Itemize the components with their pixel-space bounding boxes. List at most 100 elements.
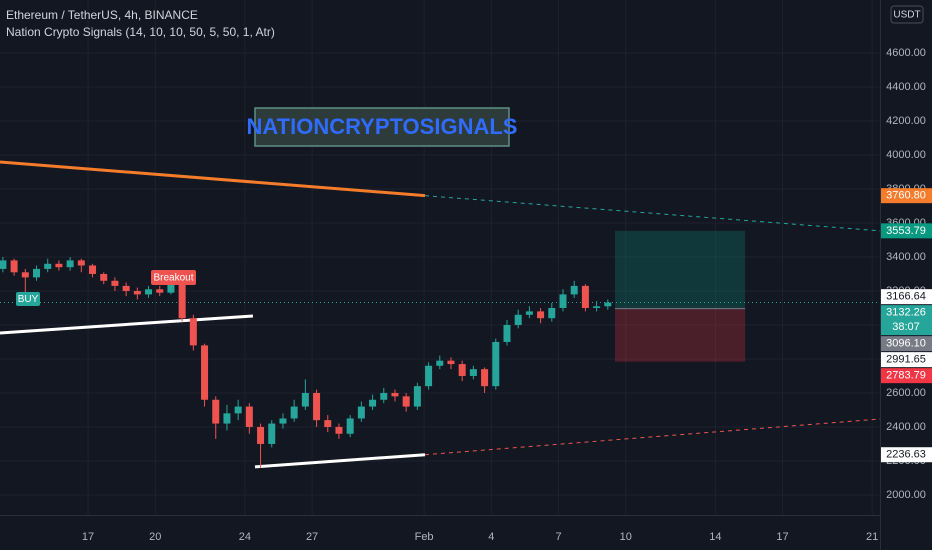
- price-label-box: [881, 188, 932, 204]
- loss-zone: [614, 308, 746, 362]
- candle-body: [537, 311, 545, 319]
- candle-body: [10, 260, 18, 273]
- candle-body: [604, 302, 612, 307]
- y-tick-label: 4000.00: [886, 149, 926, 161]
- candle-body: [290, 406, 298, 419]
- candle-body: [77, 260, 85, 266]
- candle-body: [156, 289, 164, 293]
- price-label: 2783.79: [886, 370, 926, 382]
- candle-body: [548, 307, 556, 319]
- candle-body: [581, 285, 589, 308]
- candle-body: [313, 392, 321, 421]
- currency-box[interactable]: [890, 5, 924, 24]
- candle-body: [245, 406, 253, 427]
- candle-body: [178, 284, 186, 319]
- x-tick-label: 27: [306, 531, 318, 543]
- candle-body: [525, 311, 533, 315]
- price-label-box: [881, 352, 932, 368]
- price-label: 3096.10: [886, 338, 926, 350]
- candle-body: [167, 284, 175, 293]
- x-tick-label: 17: [776, 531, 788, 543]
- price-label-box: [881, 305, 932, 336]
- x-tick-label: Feb: [415, 531, 434, 543]
- candle-body: [145, 289, 153, 295]
- price-label-box: [881, 368, 932, 384]
- y-tick-label: 2600.00: [886, 387, 926, 399]
- candle-body: [559, 294, 567, 308]
- candle-body: [44, 263, 52, 269]
- candle-body: [447, 360, 455, 365]
- candle-body: [189, 318, 197, 346]
- candle-body: [425, 365, 433, 387]
- candle-body: [133, 290, 141, 295]
- candle-body: [380, 392, 388, 400]
- price-label-box: [881, 289, 932, 305]
- price-label: 2236.63: [886, 449, 926, 461]
- candle-body: [268, 423, 276, 444]
- price-label-box: [881, 447, 932, 463]
- candle-body: [514, 314, 522, 325]
- candle-body: [481, 369, 489, 387]
- candle-body: [111, 280, 119, 286]
- currency[interactable]: USDT: [893, 10, 920, 21]
- trend-line: [0, 160, 426, 198]
- candle-body: [357, 406, 365, 419]
- trend-line: [254, 453, 426, 469]
- candle-body: [212, 399, 220, 424]
- price-label: 3553.79: [886, 225, 926, 237]
- candle-body: [335, 426, 343, 434]
- candle-body: [0, 260, 7, 269]
- y-tick-label: 4400.00: [886, 81, 926, 93]
- x-tick-label: 14: [709, 531, 721, 543]
- price-label: 3132.26: [886, 307, 926, 319]
- candle-body: [402, 396, 410, 407]
- y-tick-label: 3400.00: [886, 251, 926, 263]
- breakout-label: Breakout: [153, 273, 193, 284]
- candle-body: [33, 268, 41, 278]
- price-label: 3166.64: [886, 291, 926, 303]
- candle-body: [89, 265, 97, 274]
- candle-body: [301, 392, 309, 407]
- banner-box: [254, 107, 510, 147]
- candle-body: [201, 345, 209, 400]
- price-label-box: [881, 223, 932, 239]
- candle-body: [503, 324, 511, 342]
- x-tick-label: 7: [555, 531, 561, 543]
- candle-body: [593, 306, 601, 308]
- x-tick-label: 10: [620, 531, 632, 543]
- x-tick-label: 17: [82, 531, 94, 543]
- trend-line: [0, 314, 254, 335]
- y-tick-label: 4600.00: [886, 47, 926, 59]
- candle-body: [413, 386, 421, 407]
- price-label: 2991.65: [886, 354, 926, 366]
- x-tick-label: 24: [239, 531, 251, 543]
- candle-body: [324, 420, 332, 427]
- profit-zone: [614, 230, 746, 309]
- candle-body: [100, 273, 108, 281]
- y-tick-label: 2400.00: [886, 421, 926, 433]
- candle-body: [66, 260, 74, 268]
- axis: 2000.002200.002400.002600.002800.003000.…: [82, 47, 932, 543]
- x-tick-label: 21: [866, 531, 878, 543]
- candle-body: [492, 341, 500, 387]
- price-label-box: [881, 336, 932, 352]
- candle-body: [369, 399, 377, 407]
- x-tick-label: 4: [488, 531, 494, 543]
- banner: NATIONCRYPTOSIGNALS: [247, 114, 518, 139]
- candle-body: [469, 369, 477, 376]
- x-tick-label: 20: [149, 531, 161, 543]
- grid: [0, 0, 880, 515]
- indicator-name: Nation Crypto Signals (14, 10, 10, 50, 5…: [6, 25, 275, 39]
- y-tick-label: 2000.00: [886, 489, 926, 501]
- buy-label: BUY: [18, 294, 39, 305]
- candle-body: [234, 406, 242, 414]
- chart-title: Ethereum / TetherUS, 4h, BINANCE: [6, 8, 198, 22]
- candle-body: [436, 360, 444, 366]
- buy-tag: [16, 292, 40, 306]
- candle-body: [122, 285, 130, 291]
- candle-body: [346, 418, 354, 434]
- y-tick-label: 4200.00: [886, 115, 926, 127]
- price-label: 3760.80: [886, 190, 926, 202]
